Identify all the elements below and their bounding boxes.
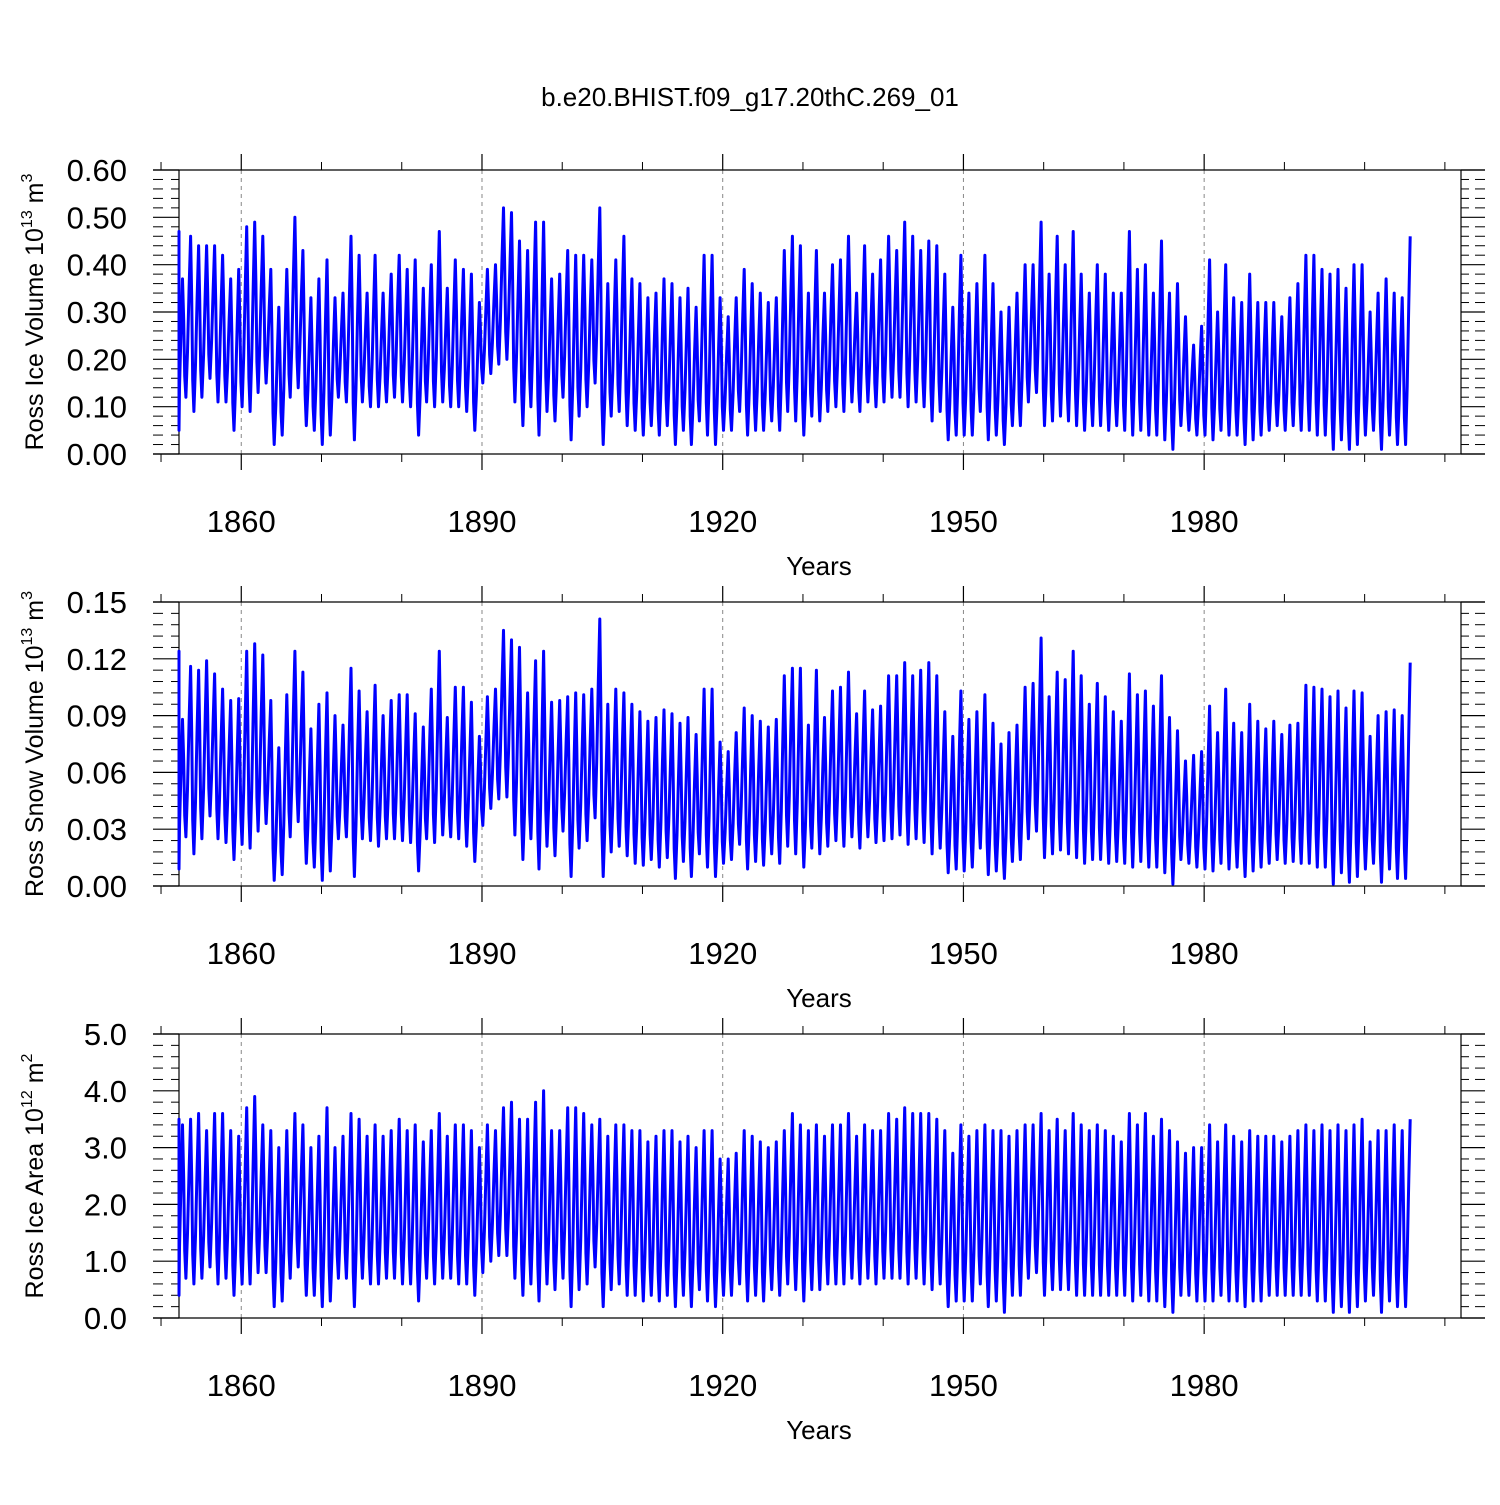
series-line	[177, 206, 1412, 451]
y-tick-label: 0.0	[84, 1301, 127, 1336]
x-tick-label: 1980	[1170, 936, 1239, 971]
series-line	[177, 617, 1412, 886]
y-tick-label: 0.60	[67, 153, 127, 188]
x-tick-label: 1860	[207, 1368, 276, 1403]
y-tick-label: 0.00	[67, 869, 127, 904]
x-axis-label: Years	[786, 983, 852, 1013]
y-tick-label: 0.06	[67, 755, 127, 790]
y-tick-label: 1.0	[84, 1244, 127, 1279]
y-axis-label: Ross Ice Volume 1013 m3	[19, 173, 49, 450]
y-tick-label: 0.09	[67, 699, 127, 734]
y-tick-label: 0.15	[67, 585, 127, 620]
x-tick-label: 1890	[448, 1368, 517, 1403]
x-tick-label: 1950	[929, 1368, 998, 1403]
y-tick-label: 0.30	[67, 295, 127, 330]
x-axis-label: Years	[786, 551, 852, 581]
x-tick-label: 1860	[207, 504, 276, 539]
y-tick-label: 0.03	[67, 812, 127, 847]
x-tick-label: 1980	[1170, 1368, 1239, 1403]
x-axis-label: Years	[786, 1415, 852, 1445]
x-tick-label: 1860	[207, 936, 276, 971]
x-tick-label: 1950	[929, 936, 998, 971]
x-tick-label: 1890	[448, 936, 517, 971]
chart-title: b.e20.BHIST.f09_g17.20thC.269_01	[541, 82, 959, 112]
y-tick-label: 0.40	[67, 248, 127, 283]
y-tick-label: 0.50	[67, 200, 127, 235]
x-tick-label: 1950	[929, 504, 998, 539]
panel-2: 0.00 0.03 0.06 0.09 0.12 0.15 1860 1890 1920 1950…	[19, 585, 1485, 1013]
y-tick-label: 0.10	[67, 390, 127, 425]
x-tick-label: 1920	[688, 504, 757, 539]
y-axis-label: Ross Snow Volume 1013 m3	[19, 591, 49, 897]
x-tick-label: 1980	[1170, 504, 1239, 539]
y-tick-label: 0.20	[67, 342, 127, 377]
x-tick-label: 1920	[688, 1368, 757, 1403]
y-tick-label: 2.0	[84, 1187, 127, 1222]
series-line	[177, 1089, 1412, 1314]
y-axis-label: Ross Ice Area 1012 m2	[19, 1053, 49, 1298]
y-tick-label: 3.0	[84, 1131, 127, 1166]
panel-3: 0.0 1.0 2.0 3.0 4.0 5.0 1860 1890 1920 1950 1980 Ye…	[19, 1017, 1485, 1445]
y-tick-label: 0.00	[67, 437, 127, 472]
y-tick-label: 4.0	[84, 1074, 127, 1109]
x-tick-label: 1890	[448, 504, 517, 539]
y-tick-label: 5.0	[84, 1017, 127, 1052]
y-tick-label: 0.12	[67, 642, 127, 677]
panel-1: 0.00 0.10 0.20 0.30 0.40 0.50 0.60 1860 1890 1920…	[19, 153, 1485, 581]
x-tick-label: 1920	[688, 936, 757, 971]
